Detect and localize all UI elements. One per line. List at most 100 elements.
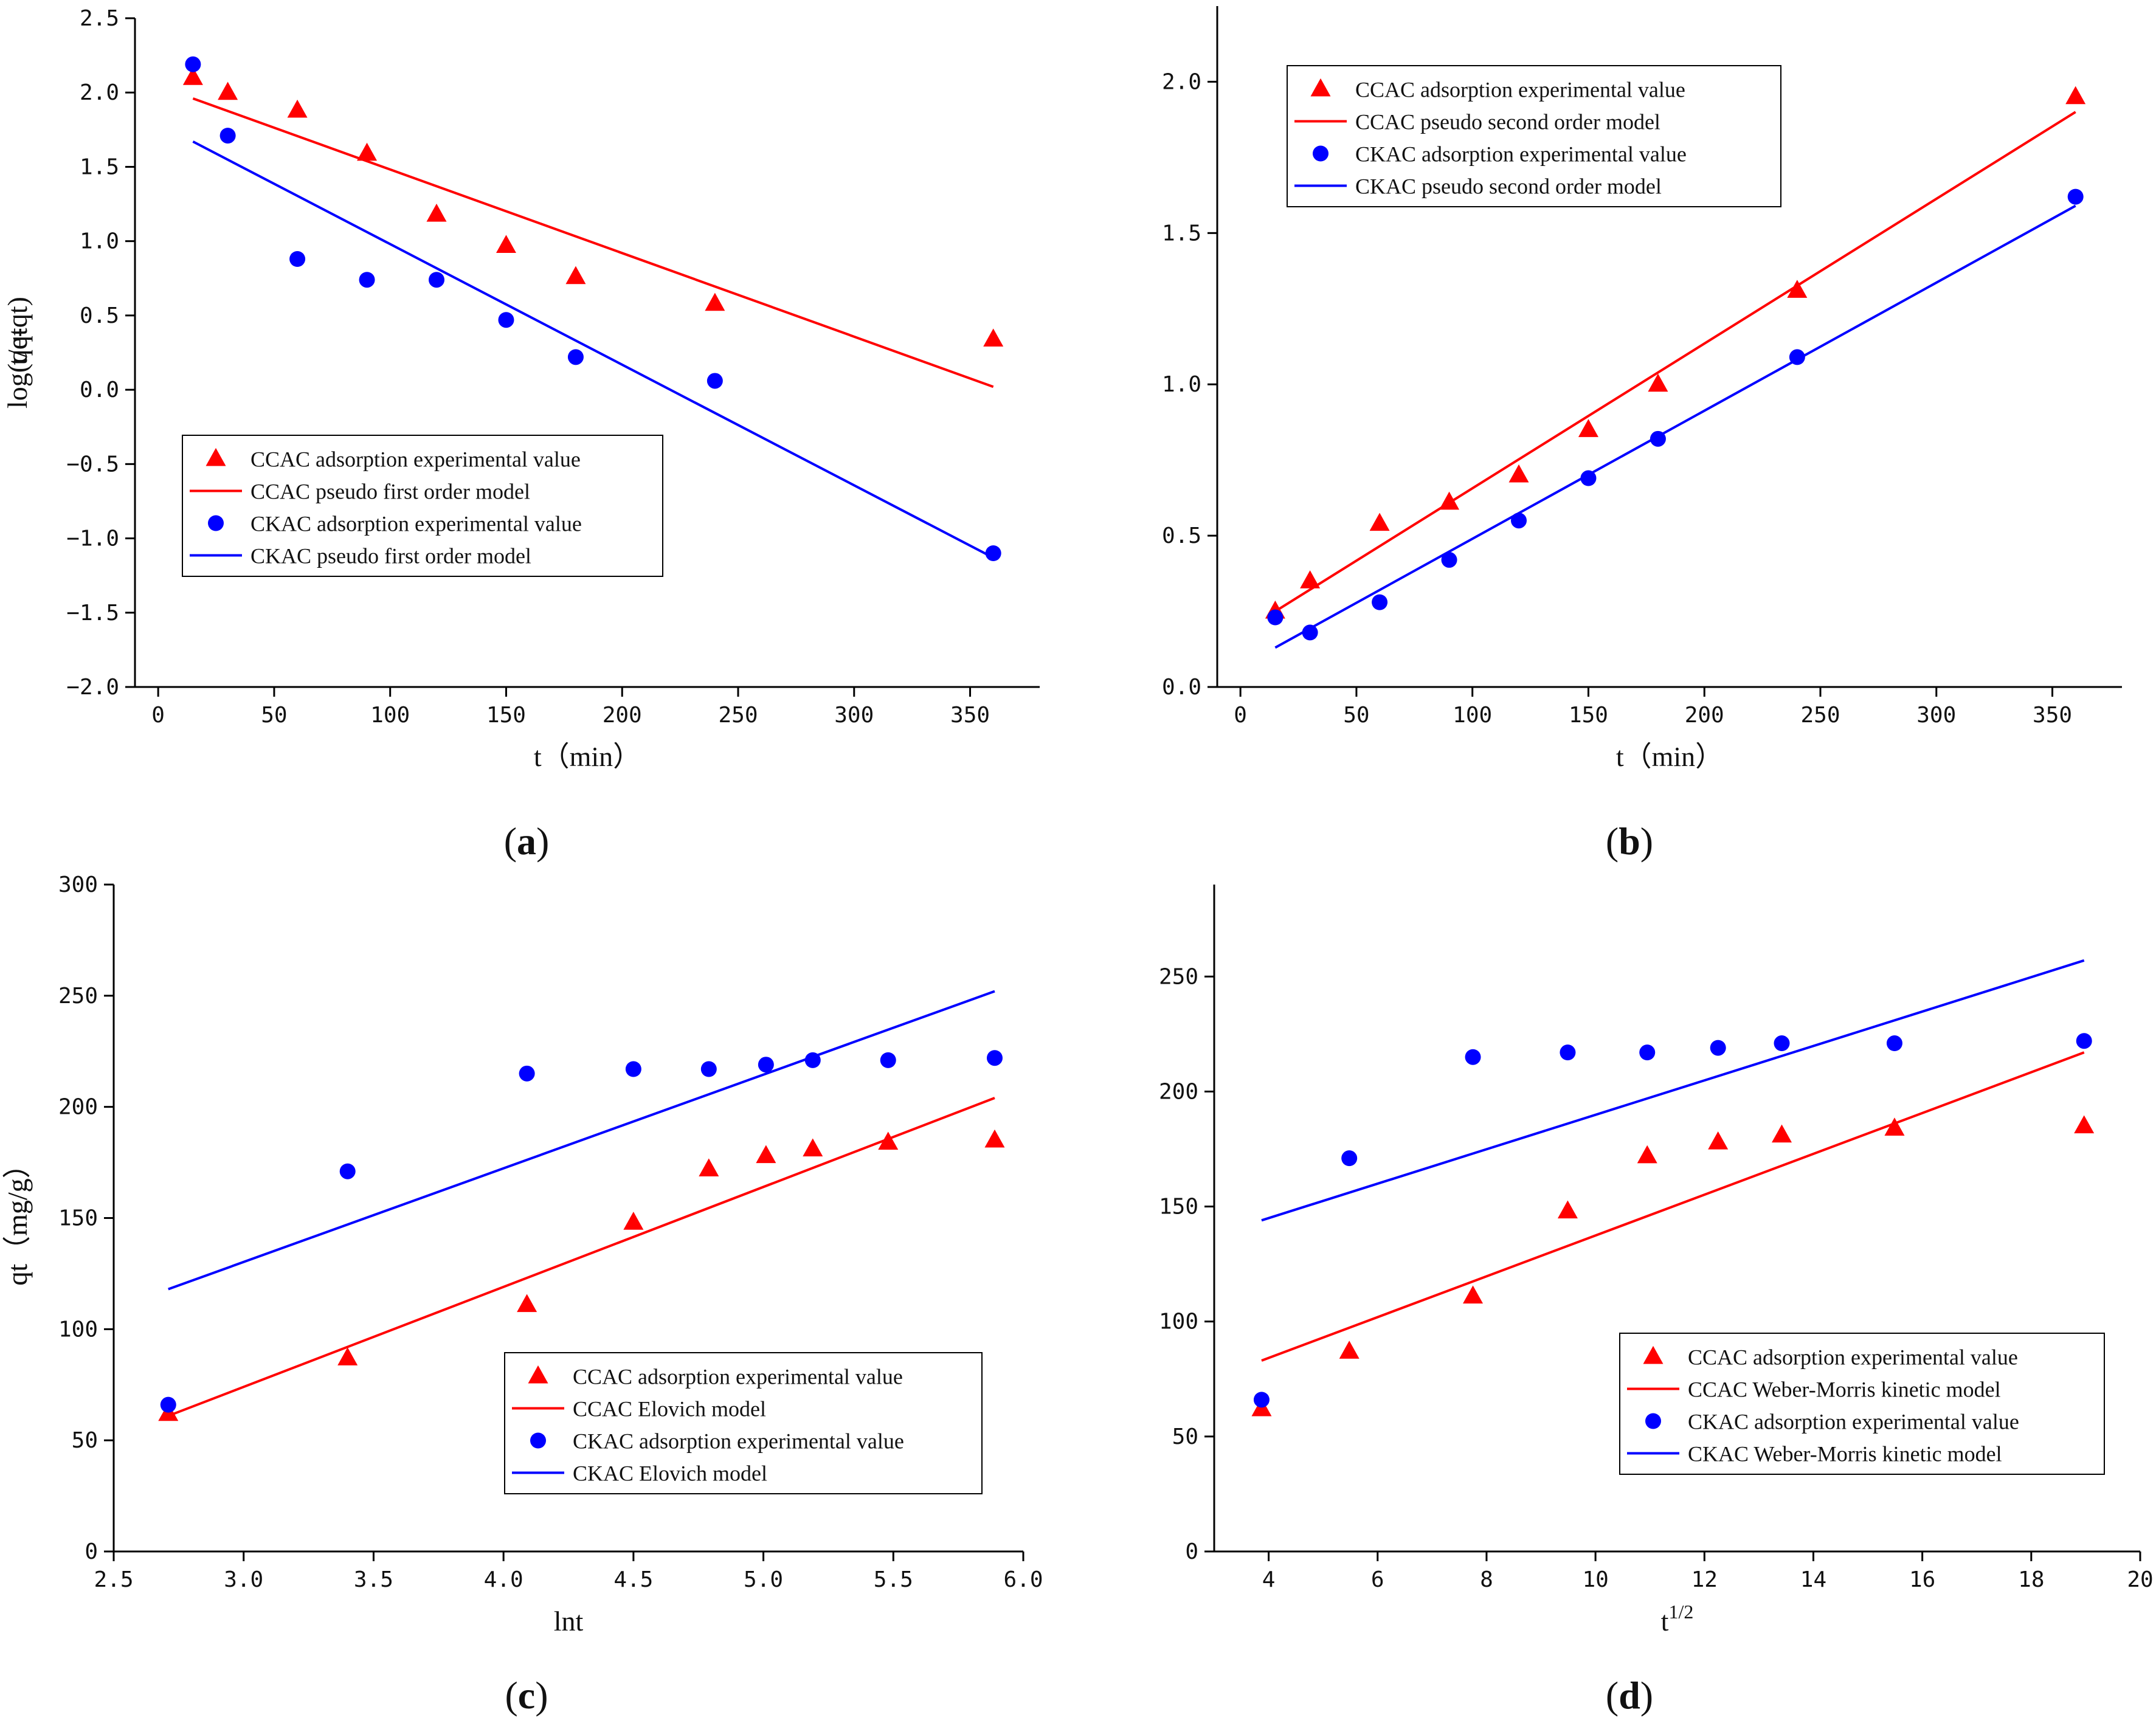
data-point-circle [1267, 609, 1284, 626]
legend-label: CKAC pseudo second order model [1355, 174, 1662, 199]
x-tick-label: 20 [2127, 1567, 2153, 1592]
data-point-triangle [1884, 1117, 1905, 1136]
x-tick-label: 50 [1343, 703, 1369, 728]
panel-label-letter: a [517, 820, 536, 863]
data-point-circle [986, 1050, 1003, 1066]
x-axis-title-superscript: 1/2 [1668, 1601, 1693, 1623]
data-point-triangle [705, 292, 725, 311]
x-tick-label: 4.5 [613, 1567, 653, 1592]
data-point-triangle [1772, 1124, 1792, 1143]
y-axis-title: qt（mg/g） [2, 1150, 33, 1285]
legend-circle-symbol [1645, 1413, 1661, 1429]
x-axis-title-text: t（min） [534, 741, 641, 772]
x-tick-label: 200 [603, 703, 642, 728]
y-tick-label: 0.5 [1162, 523, 1201, 548]
data-point-triangle [517, 1294, 537, 1313]
chart-panel-b: 0 50 100 150 200 250 300 350 0.0 0.5 1.0 1.5 2.0 t（mi… [2, 6, 2122, 863]
panel-label-close: ) [536, 820, 549, 863]
data-point-circle [339, 1163, 356, 1179]
y-tick-label: 100 [58, 1317, 98, 1342]
data-point-circle [880, 1052, 896, 1068]
x-tick-label: 300 [1916, 703, 1956, 728]
y-tick-label: 0.5 [80, 303, 119, 328]
panel-label-letter: d [1619, 1674, 1640, 1717]
panel-label-open: ( [504, 820, 517, 863]
data-point-circle [758, 1057, 774, 1073]
data-point-circle [1639, 1044, 1656, 1061]
x-axis-title: lnt [554, 1606, 584, 1637]
series-points-0 [1251, 1115, 2095, 1417]
y-tick-label: 1.5 [80, 154, 119, 179]
legend-label: CCAC pseudo second order model [1355, 110, 1660, 134]
legend-circle-symbol [1313, 145, 1328, 162]
data-point-triangle [2074, 1115, 2095, 1134]
data-point-circle [498, 312, 514, 328]
legend-label: CKAC pseudo first order model [250, 544, 531, 568]
legend-label: CKAC adsorption experimental value [573, 1429, 904, 1454]
panel-label-open: ( [1606, 820, 1619, 863]
y-tick-label: 50 [72, 1428, 98, 1453]
legend-box [1619, 1333, 2105, 1475]
data-point-triangle [983, 328, 1004, 347]
fit-line [1274, 111, 2076, 613]
data-point-triangle [623, 1212, 644, 1230]
y-tick-label: 150 [58, 1206, 98, 1231]
y-tick-label: −0.5 [66, 452, 119, 477]
y-tick-label: 2.5 [80, 6, 119, 31]
x-tick-label: 5.5 [874, 1567, 913, 1592]
data-point-circle [359, 272, 375, 288]
data-point-circle [985, 545, 1001, 561]
x-tick-label: 300 [834, 703, 874, 728]
data-point-circle [1774, 1035, 1790, 1052]
legend-box [504, 1352, 983, 1494]
x-tick-label: 16 [1909, 1567, 1935, 1592]
legend-label: CCAC adsorption experimental value [250, 447, 581, 472]
data-point-triangle [803, 1138, 823, 1157]
x-axis-title: t1/2 [1661, 1601, 1694, 1637]
x-tick-label: 100 [1453, 703, 1492, 728]
y-tick-label: 1.0 [1162, 372, 1201, 397]
chart-panel-c: 2.5 3.0 3.5 4.0 4.5 5.0 5.5 6.0 0 50 100 150 200 250 3… [2, 872, 1043, 1717]
data-point-triangle [565, 266, 586, 285]
y-tick-label: 200 [1159, 1079, 1198, 1104]
y-axis-title: qt（mg/g） [2, 1150, 33, 1285]
series-points-2 [1253, 1033, 2092, 1408]
data-point-triangle [357, 142, 378, 161]
data-point-triangle [1300, 570, 1321, 588]
data-point-triangle [1508, 464, 1529, 483]
y-tick-label: 0.0 [80, 378, 119, 402]
legend: CCAC adsorption experimental value CCAC E… [504, 1352, 983, 1494]
series-points-2 [1267, 188, 2084, 641]
x-tick-label: 4.0 [484, 1567, 523, 1592]
data-point-triangle [756, 1145, 776, 1164]
panel-label: (b) [1606, 820, 1653, 863]
data-point-circle [625, 1061, 641, 1077]
series-line-3 [1261, 959, 2085, 1222]
data-point-triangle [1708, 1131, 1729, 1150]
data-point-triangle [1787, 280, 1808, 298]
x-axis-title-text: t [1661, 1606, 1669, 1637]
x-tick-label: 6.0 [1003, 1567, 1043, 1592]
series-line-3 [192, 140, 994, 559]
fit-line [1274, 204, 2076, 649]
y-tick-label: 1.5 [1162, 221, 1201, 246]
x-tick-label: 2.5 [94, 1567, 133, 1592]
legend: CCAC adsorption experimental value CCAC p… [1287, 65, 1781, 207]
panel-label-letter: c [518, 1674, 535, 1717]
data-point-circle [1302, 624, 1318, 641]
y-tick-label: 1.0 [80, 229, 119, 254]
y-tick-label: 250 [1159, 964, 1198, 989]
panel-label: (d) [1606, 1674, 1653, 1717]
x-axis-title-text: t（min） [1616, 741, 1723, 772]
series-line-1 [168, 1097, 995, 1417]
x-tick-label: 0 [1234, 703, 1247, 728]
panel-label: (a) [504, 820, 550, 863]
data-point-circle [1465, 1049, 1481, 1065]
x-axis-title-text: lnt [554, 1606, 584, 1637]
x-tick-label: 250 [1800, 703, 1840, 728]
data-point-circle [1441, 551, 1457, 568]
data-point-circle [289, 251, 306, 267]
legend: CCAC adsorption experimental value CCAC W… [1619, 1333, 2105, 1475]
x-tick-label: 200 [1685, 703, 1724, 728]
data-point-triangle [1557, 1200, 1578, 1219]
